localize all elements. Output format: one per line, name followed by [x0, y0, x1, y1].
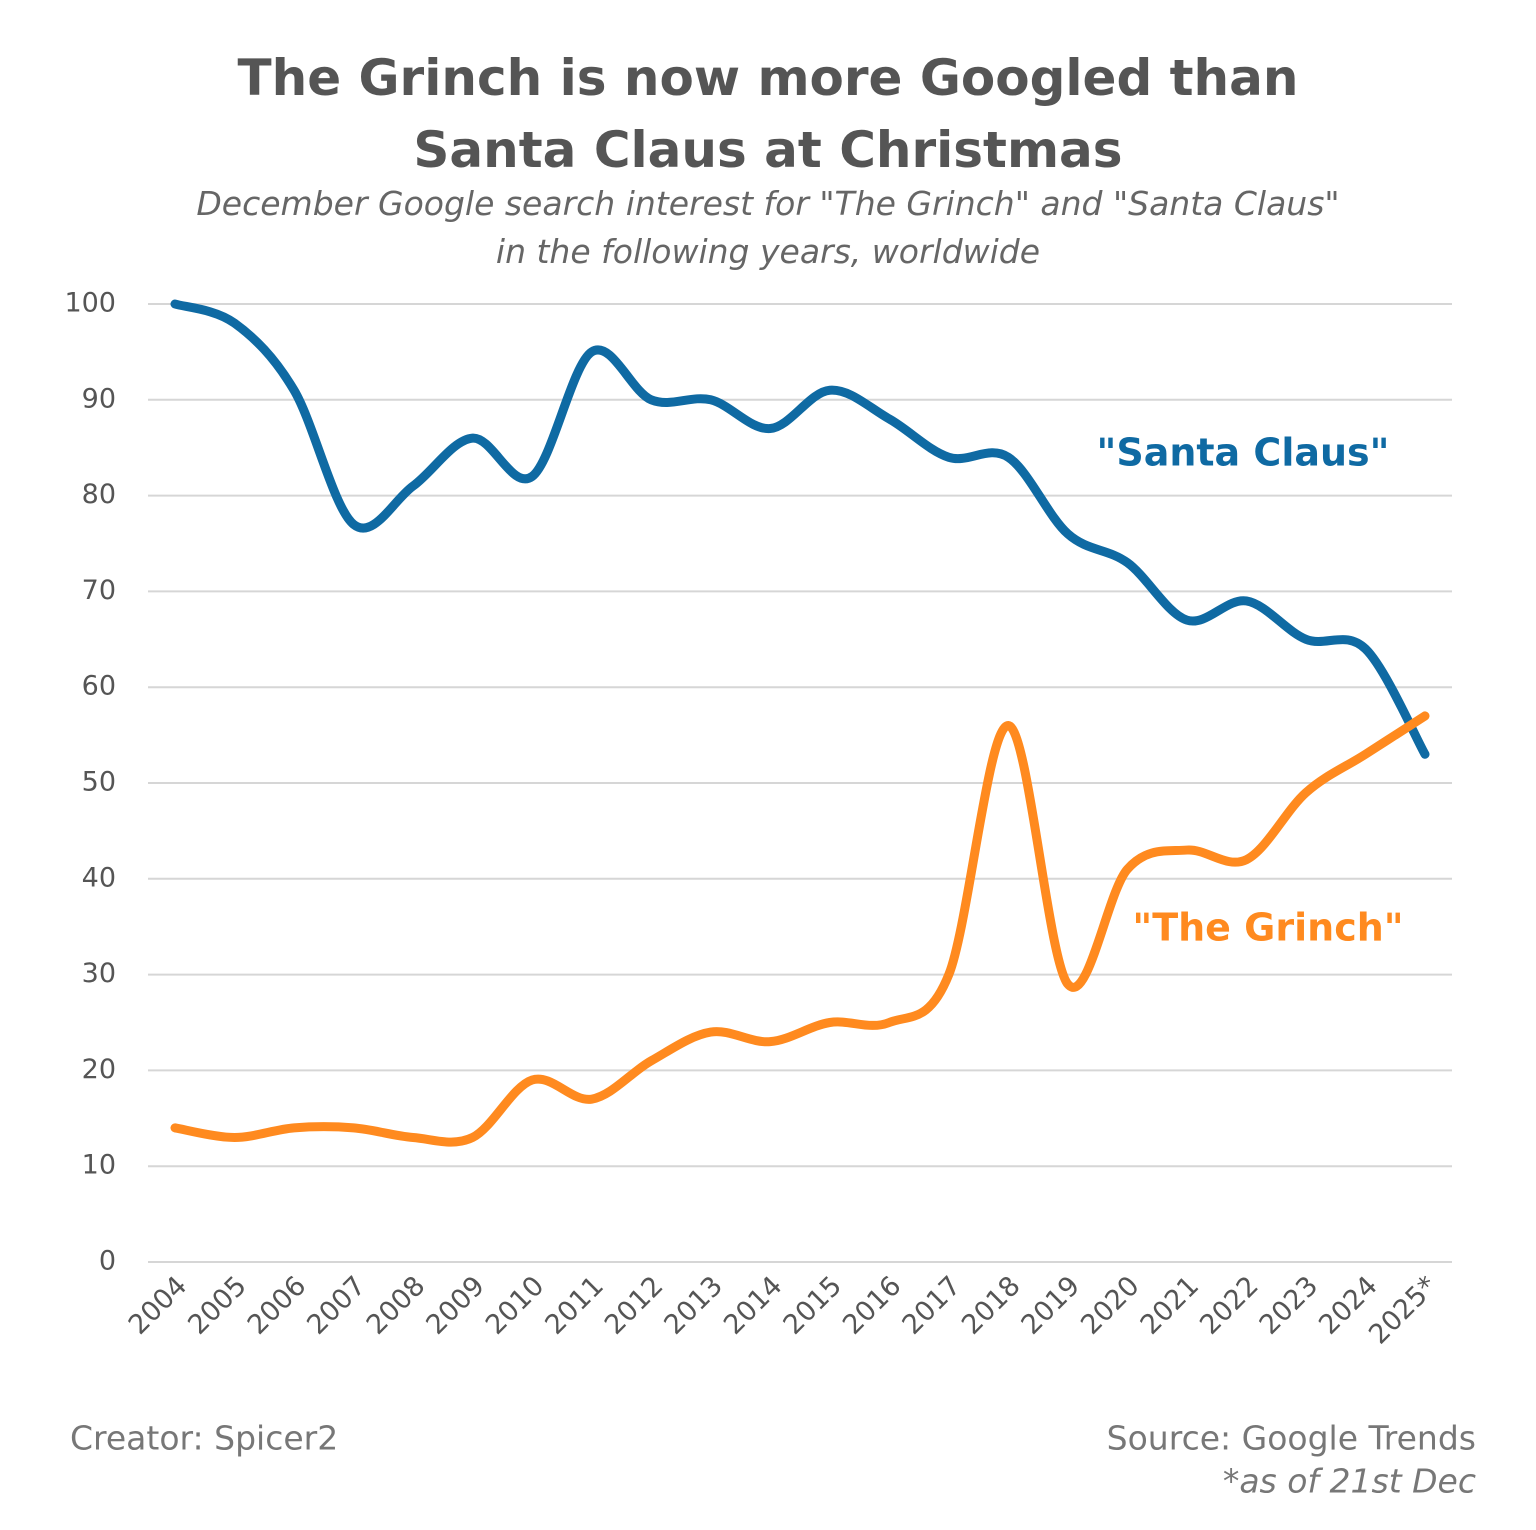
- x-tick-label: 2007: [301, 1270, 372, 1341]
- y-tick-label: 100: [64, 288, 116, 319]
- x-tick-label: 2017: [897, 1270, 968, 1341]
- y-tick-label: 70: [82, 575, 116, 606]
- line: [170, 299, 1430, 759]
- x-tick-label: 2008: [361, 1270, 432, 1341]
- x-tick-label: 2010: [480, 1270, 551, 1341]
- y-tick-label: 80: [82, 479, 116, 510]
- x-tick-label: 2019: [1016, 1270, 1087, 1341]
- x-tick-label: 2022: [1194, 1270, 1265, 1341]
- x-tick-label: 2018: [956, 1270, 1027, 1341]
- x-tick-label: 2021: [1135, 1270, 1206, 1341]
- x-tick-label: 2014: [718, 1270, 789, 1341]
- creator: Creator: Spicer2: [70, 1419, 338, 1458]
- note: *as of 21st Dec: [1223, 1462, 1476, 1501]
- x-tick-label: 2015: [778, 1270, 849, 1341]
- series-label: "The Grinch": [1132, 906, 1403, 950]
- y-tick-label: 20: [82, 1054, 116, 1085]
- x-tick-label: 2025*: [1363, 1270, 1443, 1350]
- y-tick-label: 90: [82, 383, 116, 414]
- y-tick-label: 0: [99, 1246, 116, 1277]
- y-tick-label: 30: [82, 958, 116, 989]
- x-tick-label: 2004: [123, 1270, 194, 1341]
- y-tick-label: 40: [82, 862, 116, 893]
- chart-subtitle: December Google search interest for "The…: [196, 184, 1340, 271]
- y-tick-label: 10: [82, 1150, 116, 1181]
- y-tick-label: 60: [82, 671, 116, 702]
- x-tick-label: 2023: [1254, 1270, 1325, 1341]
- x-tick-label: 2013: [658, 1270, 729, 1341]
- y-tick-label: 50: [82, 767, 116, 798]
- x-tick-label: 2005: [182, 1270, 253, 1341]
- chart-title: The Grinch is now more Googled than Sant…: [237, 49, 1299, 179]
- x-tick-label: 2016: [837, 1270, 908, 1341]
- source: Source: Google Trends: [1107, 1419, 1476, 1458]
- x-tick-label: 2009: [420, 1270, 491, 1341]
- x-tick-label: 2006: [242, 1270, 313, 1341]
- x-tick-label: 2012: [599, 1270, 670, 1341]
- line: [170, 711, 1430, 1147]
- series-label: "Santa Claus": [1097, 431, 1390, 475]
- x-tick-label: 2011: [539, 1270, 610, 1341]
- x-tick-label: 2020: [1075, 1270, 1146, 1341]
